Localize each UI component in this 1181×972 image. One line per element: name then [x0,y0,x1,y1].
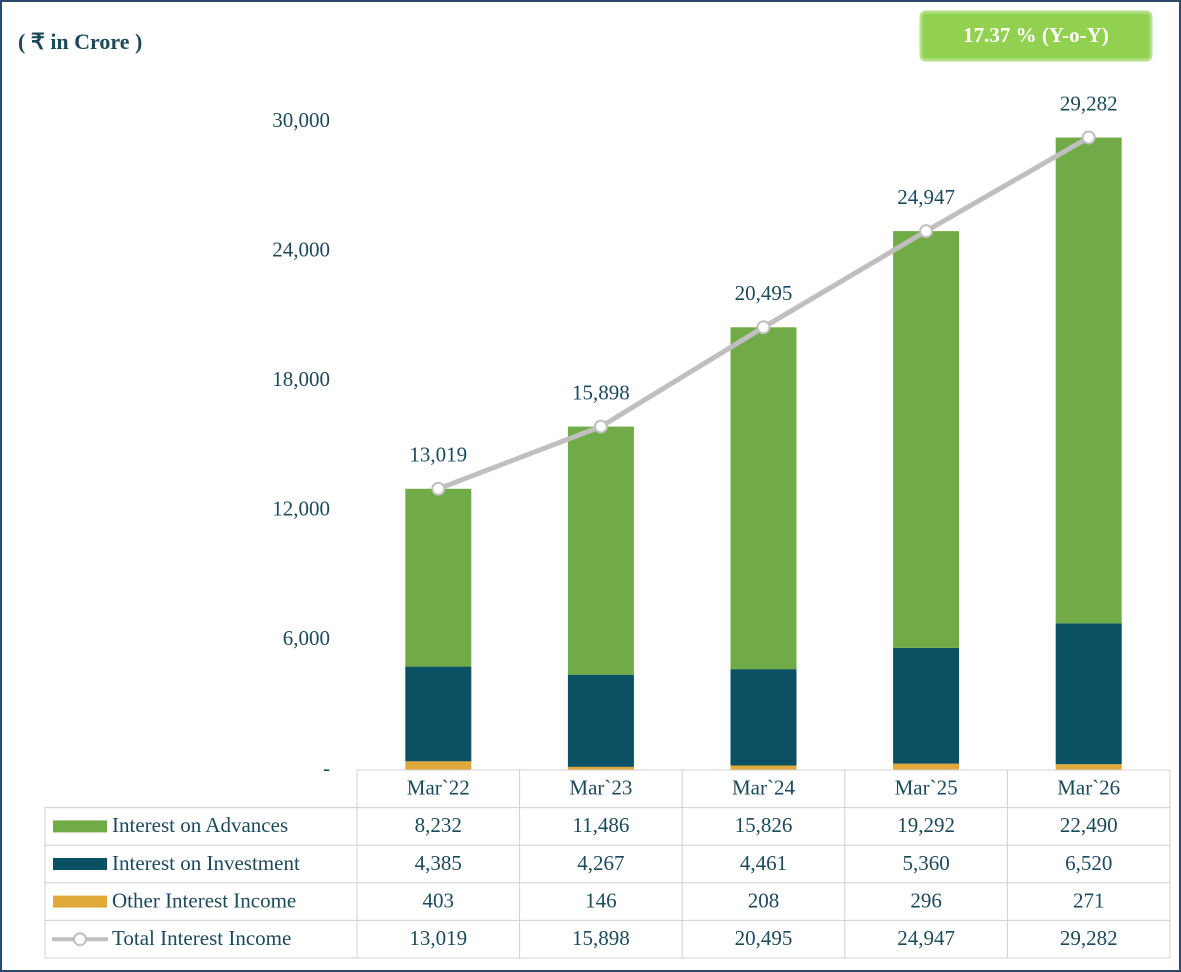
table-value: 24,947 [897,926,955,950]
total-point [593,419,608,434]
bar-segment [1055,623,1122,765]
x-tick-label: Mar`25 [895,776,958,800]
table-value: 4,461 [740,851,787,875]
y-tick-label: 18,000 [272,367,330,391]
bar-segment [567,426,634,675]
total-point [1081,130,1096,145]
y-tick-label: 30,000 [272,108,330,132]
x-tick-label: Mar`23 [569,776,632,800]
chart-title: ( ₹ in Crore ) [18,29,142,54]
table-value: 271 [1073,888,1105,912]
legend-swatch [73,932,87,947]
legend-label: Total Interest Income [112,926,291,950]
table-value: 15,826 [735,813,793,837]
y-tick-label: 24,000 [272,237,330,261]
legend-swatch [53,820,107,833]
table-value: 20,495 [735,926,793,950]
y-tick-label: 12,000 [272,497,330,521]
table-value: 5,360 [902,851,949,875]
bar-segment [1055,764,1122,770]
x-tick-label: Mar`22 [407,776,470,800]
table-value: 22,490 [1060,813,1118,837]
bar-segment [405,488,472,667]
table-value: 19,292 [897,813,955,837]
table-value: 6,520 [1065,851,1112,875]
badge-text: 17.37 % (Y-o-Y) [963,23,1109,47]
bar-segment [893,647,960,764]
total-point [756,320,771,335]
legend-label: Interest on Investment [112,851,300,875]
total-label: 13,019 [409,443,467,467]
table-value: 208 [748,888,780,912]
bar-segment [730,765,797,770]
total-label: 24,947 [897,185,955,209]
x-tick-label: Mar`24 [732,776,795,800]
table-value: 8,232 [415,813,462,837]
table-value: 403 [423,888,455,912]
table-value: 4,267 [577,851,624,875]
bar-segment [405,666,472,762]
y-tick-label: 6,000 [283,626,330,650]
total-label: 29,282 [1060,91,1118,115]
table-value: 13,019 [409,926,467,950]
legend-swatch [53,858,107,870]
bar-segment [567,674,634,767]
badge [919,10,1153,62]
bar-segment [893,763,960,770]
total-point [919,224,934,239]
legend-label: Interest on Advances [112,813,288,837]
bar-segment [730,327,797,670]
bar-segment [893,231,960,648]
x-tick-label: Mar`26 [1057,776,1120,800]
total-point [431,481,446,496]
table-value: 4,385 [415,851,462,875]
y-tick-label: - [323,756,330,780]
legend-label: Other Interest Income [112,888,296,912]
bar-segment [567,766,634,770]
legend-swatch [53,895,107,908]
bar-segment [730,669,797,766]
table-value: 29,282 [1060,926,1118,950]
total-label: 15,898 [572,380,630,404]
table-value: 296 [910,888,942,912]
table-value: 15,898 [572,926,630,950]
table-value: 11,486 [572,813,629,837]
table-value: 146 [585,888,617,912]
bar-segment [1055,137,1122,624]
bar-segment [405,761,472,770]
total-label: 20,495 [735,281,793,305]
